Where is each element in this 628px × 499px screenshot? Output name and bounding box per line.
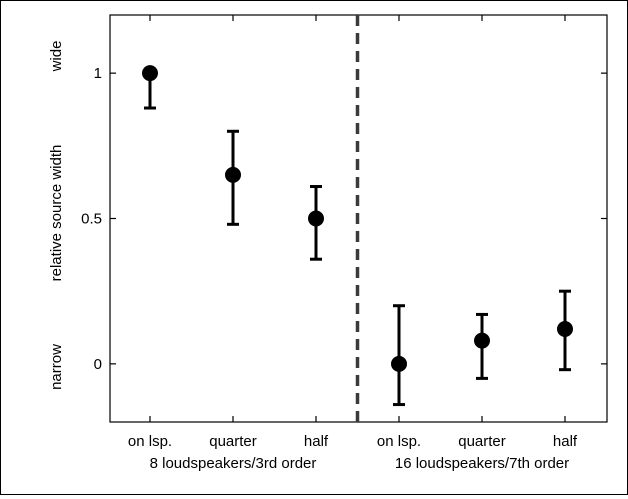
chart-marks: 0 0.5 1 on lsp. quarter half on lsp. quarter hal…	[81, 15, 607, 472]
y-tick-label: 0	[94, 356, 102, 373]
y-tick-label: 1	[94, 65, 102, 82]
x-tick-label: quarter	[209, 433, 257, 450]
x-tick-label: on lsp.	[128, 433, 172, 450]
x-tick-label: on lsp.	[377, 433, 421, 450]
data-point	[557, 320, 573, 337]
x-tick-label: half	[304, 433, 329, 450]
data-point	[391, 355, 407, 372]
y-tick-label: 0.5	[81, 211, 102, 228]
x-tick-label: half	[553, 433, 578, 450]
data-point	[474, 332, 490, 349]
y-axis-labels: narrow relative source width wide	[48, 41, 65, 390]
y-axis-label-wide: wide	[48, 41, 65, 73]
data-point	[142, 65, 158, 82]
data-point	[225, 166, 241, 183]
x-group-label: 8 loudspeakers/3rd order	[150, 455, 317, 472]
y-axis-title: relative source width	[48, 145, 65, 282]
y-axis-label-narrow: narrow	[48, 344, 65, 390]
x-group-label: 16 loudspeakers/7th order	[395, 455, 569, 472]
data-point	[308, 210, 324, 227]
x-tick-label: quarter	[458, 433, 506, 450]
